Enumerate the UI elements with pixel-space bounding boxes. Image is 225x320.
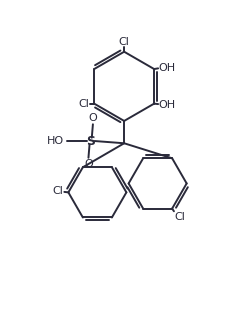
Text: Cl: Cl (118, 37, 129, 47)
Text: Cl: Cl (174, 212, 184, 222)
Text: HO: HO (47, 136, 64, 146)
Text: OH: OH (158, 100, 175, 110)
Text: S: S (86, 134, 95, 148)
Text: Cl: Cl (52, 186, 63, 196)
Text: O: O (84, 159, 92, 169)
Text: Cl: Cl (78, 99, 89, 108)
Text: O: O (88, 113, 97, 123)
Text: OH: OH (158, 63, 175, 73)
